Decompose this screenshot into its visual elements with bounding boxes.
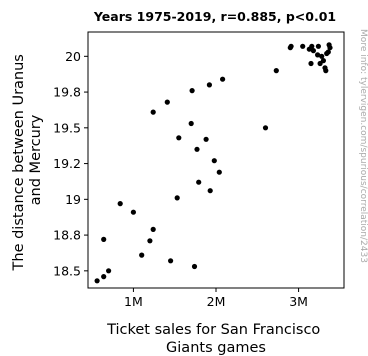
- data-point: [188, 120, 194, 127]
- y-tick-label: 19: [65, 192, 81, 207]
- y-axis-label: The distance between Uranus and Mercury: [11, 50, 44, 272]
- data-point: [196, 179, 202, 185]
- y-axis-ticks: 18.5 18.8 19 19.2 19.5 19.8 20: [53, 49, 88, 278]
- data-point: [106, 268, 112, 274]
- data-points: [94, 42, 333, 284]
- data-point: [308, 60, 314, 67]
- data-point: [211, 158, 217, 164]
- data-point: [300, 43, 306, 49]
- y-tick-label: 19.5: [53, 120, 81, 135]
- data-point: [130, 209, 136, 215]
- data-point: [147, 238, 153, 244]
- y-tick-label: 19.8: [53, 85, 81, 100]
- data-point: [327, 45, 333, 51]
- data-point: [176, 135, 182, 141]
- data-point: [323, 68, 329, 74]
- x-axis-label-line-1: Ticket sales for San Francisco: [106, 322, 320, 338]
- data-point: [315, 43, 321, 49]
- data-point: [206, 82, 212, 88]
- data-point: [101, 274, 107, 280]
- data-point: [101, 236, 107, 242]
- data-point: [319, 53, 325, 59]
- data-point: [150, 109, 156, 115]
- x-axis-label-line-2: Giants games: [166, 340, 266, 356]
- data-point: [168, 258, 174, 264]
- data-point: [164, 99, 170, 105]
- data-point: [203, 136, 209, 142]
- y-axis-label-line-1: The distance between Uranus: [11, 54, 27, 271]
- data-point: [117, 201, 123, 207]
- chart-title: Years 1975-2019, r=0.885, p<0.01: [93, 9, 336, 24]
- x-tick-label: 3M: [289, 294, 308, 309]
- source-note: More info: tylervigen.com/spurious/corre…: [358, 29, 368, 263]
- data-point: [262, 125, 269, 131]
- x-tick-label: 1M: [124, 294, 143, 309]
- y-tick-label: 19.2: [53, 156, 81, 171]
- y-tick-label: 18.5: [53, 263, 81, 278]
- x-axis-label: Ticket sales for San Francisco Giants ga…: [106, 322, 325, 356]
- data-point: [288, 43, 294, 49]
- data-point: [220, 76, 226, 82]
- data-point: [310, 48, 316, 54]
- data-point: [315, 52, 321, 58]
- data-point: [325, 49, 331, 55]
- x-axis-ticks: 1M 2M 3M: [124, 288, 308, 309]
- data-point: [194, 146, 200, 152]
- x-tick-label: 2M: [207, 294, 226, 309]
- y-axis-label-line-2: and Mercury: [28, 114, 44, 205]
- data-point: [273, 68, 279, 74]
- data-point: [150, 226, 156, 232]
- y-tick-label: 18.8: [53, 228, 81, 243]
- data-point: [191, 263, 198, 270]
- data-point: [207, 188, 213, 194]
- data-point: [174, 195, 180, 201]
- y-tick-label: 20: [65, 49, 81, 64]
- data-point: [309, 43, 315, 49]
- data-point: [320, 58, 326, 64]
- data-point: [94, 278, 100, 284]
- data-point: [189, 88, 195, 94]
- data-point: [139, 252, 145, 258]
- data-point: [216, 169, 222, 175]
